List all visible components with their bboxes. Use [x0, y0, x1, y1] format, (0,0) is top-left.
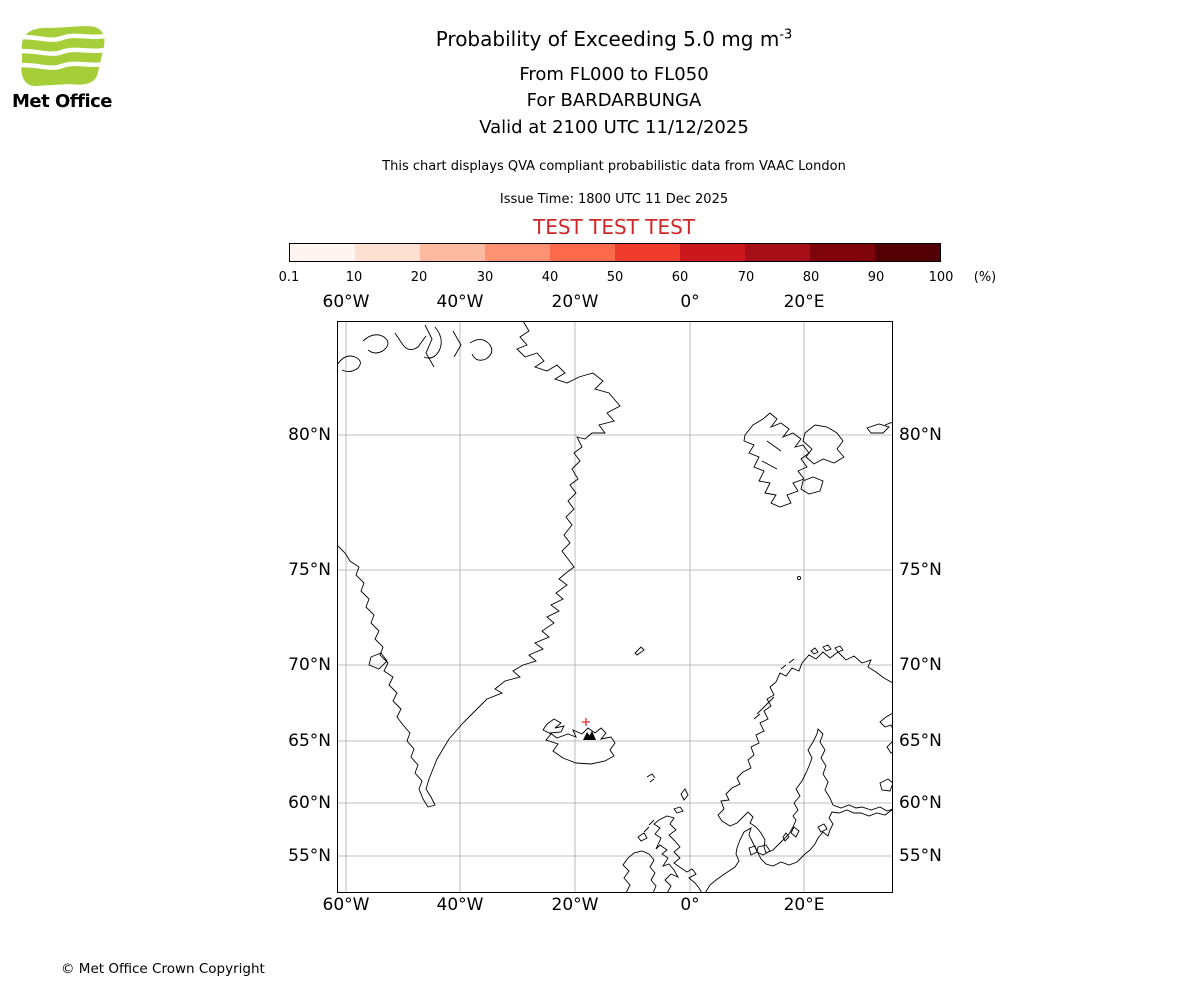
- lon-label-bottom: 20°W: [551, 895, 599, 915]
- lat-label-right: 70°N: [899, 655, 942, 675]
- lat-label-left: 75°N: [288, 560, 331, 580]
- coastline-disko-island: [368, 652, 388, 670]
- legend-segment: [290, 244, 355, 261]
- coastline-finnmark-islands: [810, 644, 844, 655]
- coastline-bear-island: [796, 575, 802, 581]
- legend-tick: 70: [737, 270, 755, 285]
- lake-ladoga: [879, 778, 894, 792]
- legend-tick: 90: [867, 270, 885, 285]
- test-banner: TEST TEST TEST: [532, 215, 695, 239]
- lon-label-top: 60°W: [322, 292, 370, 312]
- legend-tick: 100: [928, 270, 954, 285]
- lat-label-right: 80°N: [899, 425, 942, 445]
- map-canvas: [336, 320, 894, 894]
- probability-colorbar: [289, 243, 941, 262]
- lat-label-left: 65°N: [288, 731, 331, 751]
- coastline-spitsbergen: [743, 412, 810, 508]
- coastline-greenland: [336, 320, 621, 808]
- valid-time-line: Valid at 2100 UTC 11/12/2025: [479, 117, 749, 138]
- lat-label-left: 55°N: [288, 846, 331, 866]
- flight-level-range: From FL000 to FL050: [519, 64, 709, 85]
- coastline-kvitoya: [866, 421, 894, 434]
- lon-label-top: 40°W: [436, 292, 484, 312]
- volcano-symbol: [583, 731, 596, 740]
- legend-tick: 0.1: [278, 270, 300, 285]
- lon-label-bottom: 60°W: [322, 895, 370, 915]
- lat-label-right: 60°N: [899, 793, 942, 813]
- legend-segment: [485, 244, 550, 261]
- graticule-grid: [337, 321, 893, 893]
- coastline-iceland: [542, 718, 616, 765]
- issue-time: Issue Time: 1800 UTC 11 Dec 2025: [499, 192, 729, 207]
- legend-unit: (%): [973, 270, 997, 285]
- legend-segment: [420, 244, 485, 261]
- copyright-footer: © Met Office Crown Copyright: [61, 961, 265, 977]
- legend-segment: [875, 244, 940, 261]
- map-svg: [336, 320, 894, 894]
- coastline-great-britain: [653, 815, 703, 894]
- legend-segment: [615, 244, 680, 261]
- coastline-nordaustlandet: [802, 424, 845, 465]
- lon-label-bottom: 0°: [680, 895, 700, 915]
- lon-label-bottom: 40°W: [436, 895, 484, 915]
- coastline-scandinavia: [704, 651, 894, 894]
- coastline-ireland: [622, 850, 657, 894]
- legend-segment: [810, 244, 875, 261]
- lat-label-left: 60°N: [288, 793, 331, 813]
- legend-tick: 60: [671, 270, 689, 285]
- legend-segment: [680, 244, 745, 261]
- legend-tick: 30: [476, 270, 494, 285]
- legend-tick: 50: [606, 270, 624, 285]
- logo-wave-2: [21, 45, 105, 58]
- legend-tick: 80: [802, 270, 820, 285]
- lat-label-right: 75°N: [899, 560, 942, 580]
- lat-label-left: 80°N: [288, 425, 331, 445]
- coastline-scottish-isles: [637, 773, 689, 842]
- qva-note: This chart displays QVA compliant probab…: [382, 159, 846, 174]
- lat-label-right: 65°N: [899, 731, 942, 751]
- legend-segment: [355, 244, 420, 261]
- lat-label-left: 70°N: [288, 655, 331, 675]
- volcano-name-line: For BARDARBUNGA: [526, 90, 702, 111]
- chart-title: Probability of Exceeding 5.0 mg m-3: [28, 27, 1200, 51]
- map-border: [337, 321, 893, 893]
- lon-label-bottom: 20°E: [783, 895, 825, 915]
- legend-segment: [550, 244, 615, 261]
- met-office-logo-mark: [21, 26, 105, 86]
- chart-title-main: Probability of Exceeding 5.0 mg m: [435, 27, 780, 51]
- met-office-logo-text: Met Office: [12, 91, 113, 112]
- volcano-cross-marker: [582, 718, 590, 726]
- lat-label-right: 55°N: [899, 846, 942, 866]
- coastline-greenland-fjords: [336, 324, 493, 373]
- lon-label-top: 0°: [680, 292, 700, 312]
- logo-wave-1: [21, 31, 105, 44]
- legend-tick: 40: [541, 270, 559, 285]
- legend-tick: 20: [410, 270, 428, 285]
- lon-label-top: 20°E: [783, 292, 825, 312]
- coastline-edgeoya: [800, 476, 824, 495]
- coastline-lofoten: [753, 658, 795, 720]
- coastline-white-sea: [879, 712, 894, 754]
- lon-label-top: 20°W: [551, 292, 599, 312]
- legend-segment: [745, 244, 810, 261]
- coastline-jan-mayen: [634, 646, 645, 656]
- chart-title-superscript: -3: [779, 27, 793, 43]
- legend-tick: 10: [345, 270, 363, 285]
- logo-wave-3: [21, 59, 105, 72]
- met-office-logo: Met Office: [12, 22, 122, 112]
- coastline-baltic-islands: [748, 823, 828, 856]
